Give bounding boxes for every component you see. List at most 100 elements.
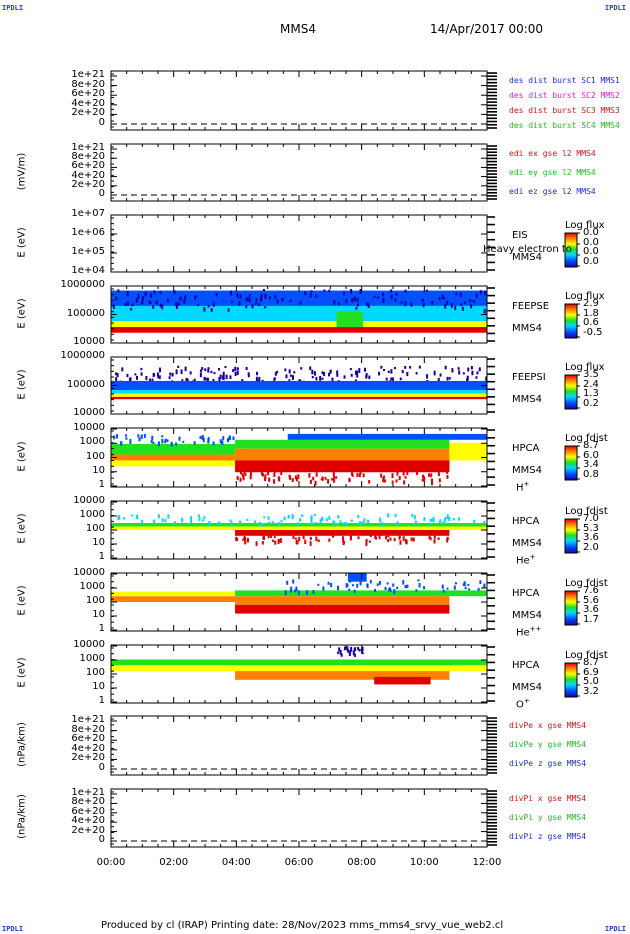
hpca-o-speckle [339, 649, 342, 655]
legend-entry: des dist burst SC4 MMS4 [509, 121, 620, 130]
hpca-he1-speckle-low [375, 536, 378, 540]
feepsi-speckle [145, 375, 148, 381]
feepse-speckle [264, 306, 267, 309]
hpca-h-speckle-low [359, 471, 362, 475]
hpca-he1-speckle-low [349, 535, 352, 541]
hpca-he1-speckle [350, 519, 353, 522]
colorbar-title: Log fdist [565, 506, 608, 517]
feepsi-speckle [222, 375, 225, 380]
hpca-he1-speckle [483, 520, 486, 524]
feepse-speckle [230, 290, 233, 296]
feepse-speckle [483, 308, 486, 314]
ytick-label: 10 [92, 537, 105, 548]
hpca-h-speckle [232, 436, 235, 441]
hpca-h-speckle-low [260, 471, 263, 476]
ytick-label: 1e+07 [71, 208, 105, 219]
ytick-label: 0 [98, 762, 105, 773]
hpca-h-speckle-low [332, 471, 335, 477]
feepse-speckle [479, 290, 482, 295]
ytick-label: 100 [85, 450, 105, 462]
hpca-h-speckle [120, 441, 123, 445]
feepsi-speckle [116, 373, 119, 378]
ytick-label: 1e+06 [71, 227, 105, 238]
hpca-he2-band-orange [111, 596, 236, 602]
feepsi-band-edge [111, 393, 487, 397]
ytick-label: 100 [85, 595, 105, 606]
hpca-he1-speckle [153, 519, 156, 524]
feepsi-speckle [204, 377, 207, 381]
feepsi-speckle [199, 369, 202, 373]
feepsi-speckle [390, 369, 393, 374]
hpca-he1-speckle-low [410, 537, 413, 542]
feepsi-speckle [358, 368, 361, 374]
feepsi-speckle [151, 378, 154, 384]
hpca-he2-speckle [415, 589, 418, 592]
hpca-h-speckle [226, 437, 229, 443]
legend-entry: divPe z gse MMS4 [509, 759, 587, 768]
hpca-he1-speckle-low [309, 541, 312, 546]
feepsi-speckle [394, 366, 397, 370]
feepsi-speckle [380, 365, 383, 369]
ytick-label: 2e+20 [71, 107, 105, 119]
hpca-he1-speckle [367, 519, 370, 524]
hpca-he1-speckle [197, 514, 200, 518]
feepse-speckle [333, 300, 336, 305]
feepse-speckle [152, 305, 155, 309]
feepse-speckle [130, 307, 133, 311]
ytick-label: 4e+20 [71, 169, 105, 181]
ytick-label: 1 [98, 695, 105, 706]
feepsi-speckle [426, 374, 429, 379]
feepsi-band-mid [111, 380, 487, 391]
hpca-h-speckle [116, 434, 119, 439]
species-label: H+ [516, 480, 530, 494]
hpca-he1-band-red [235, 530, 450, 536]
feepsi-speckle [140, 367, 143, 371]
ytick-label: 1 [98, 479, 105, 490]
hpca-he2-speckle [330, 583, 333, 588]
hpca-h-speckle [207, 437, 210, 441]
ytick-label: 0 [98, 188, 105, 199]
hpca-h-speckle-low [264, 474, 267, 479]
feepsi-speckle [153, 373, 156, 376]
hpca-he1-speckle-low [272, 539, 275, 542]
feepse-speckle [175, 302, 178, 307]
colorbar-value: 0.0 [583, 236, 599, 248]
feepse-speckle [376, 296, 379, 299]
hpca-h-speckle [124, 434, 127, 437]
hpca-he1-speckle-low [244, 539, 247, 545]
feepse-speckle [177, 302, 180, 306]
hpca-he1-speckle-low [309, 536, 312, 541]
hpca-h-speckle [178, 436, 181, 441]
hpca-he2-speckle [376, 583, 379, 587]
ytick-label: 1e+04 [71, 265, 105, 276]
colorbar-p3 [564, 232, 578, 268]
colorbar-value: 1.8 [583, 307, 599, 319]
feepsi-speckle [203, 376, 206, 381]
feepse-speckle [394, 298, 397, 302]
feepsi-speckle [181, 379, 184, 382]
ytick-label: 4e+20 [71, 815, 105, 827]
feepse-speckle [173, 290, 176, 295]
feepse-speckle [459, 292, 462, 297]
hpca-h-speckle-low [273, 479, 276, 484]
feepsi-speckle [285, 374, 288, 379]
hpca-he1-speckle-low [368, 540, 371, 543]
feepsi-speckle [217, 367, 220, 371]
feepse-speckle [260, 294, 263, 298]
hpca-he2-speckle [453, 585, 456, 590]
feepsi-speckle [184, 366, 187, 372]
feepse-speckle [289, 299, 292, 302]
colorbar-value: 2.9 [583, 298, 599, 309]
ytick-label: 1e+05 [71, 246, 105, 257]
feepsi-speckle [207, 368, 210, 373]
hpca-he1-speckle [287, 514, 290, 519]
hpca-h-speckle-low [383, 479, 386, 483]
hpca-h-speckle-low [243, 470, 246, 474]
feepse-speckle [126, 301, 129, 307]
feepsi-speckle [207, 367, 210, 370]
hpca-h-speckle [228, 436, 231, 441]
hpca-he1-speckle [336, 522, 339, 526]
ytick-label: 6e+20 [71, 805, 105, 817]
feepse-speckle [390, 295, 393, 300]
hpca-he1-speckle-low [298, 536, 301, 542]
